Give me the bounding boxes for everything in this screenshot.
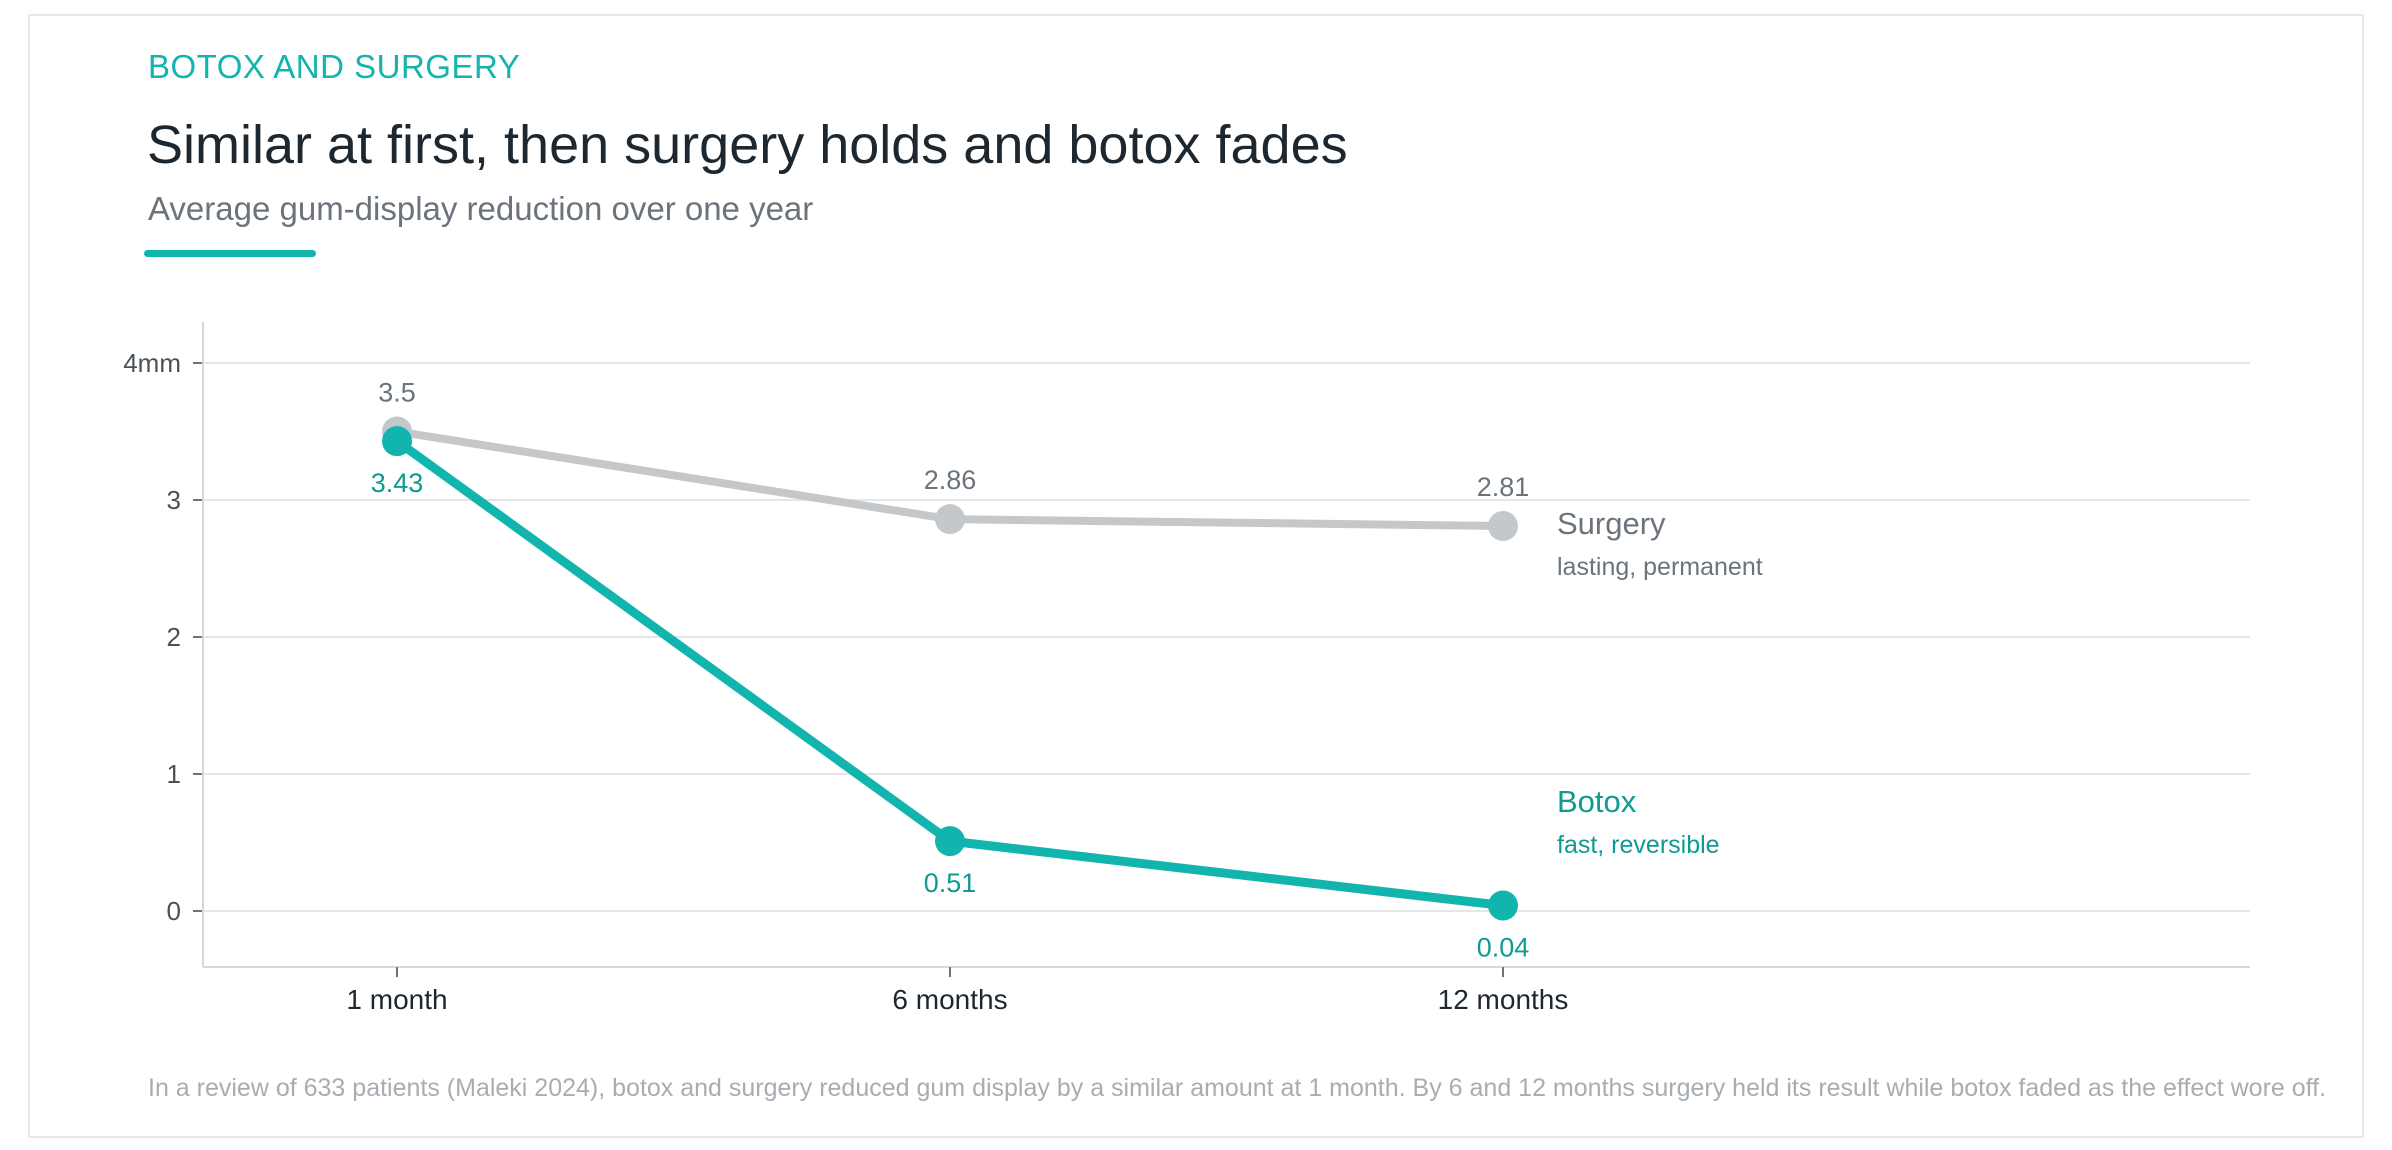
surgery-point-1 (935, 504, 965, 535)
surgery-series-name: Surgery (1557, 506, 1666, 541)
surgery-point-2 (1488, 511, 1518, 542)
y-tick-label: 1 (167, 759, 181, 789)
botox-value-label: 0.51 (924, 868, 977, 898)
botox-point-0 (382, 426, 412, 457)
x-tick-label: 6 months (892, 984, 1007, 1015)
grid-lines (203, 362, 2250, 912)
surgery-value-label: 2.81 (1477, 472, 1530, 502)
surgery-series-note: lasting, permanent (1557, 553, 1763, 581)
x-tick-label: 12 months (1438, 984, 1569, 1015)
botox-point-1 (935, 826, 965, 857)
chart-kicker: BOTOX AND SURGERY (148, 48, 521, 85)
botox-series-name: Botox (1557, 784, 1637, 819)
y-tick-label: 3 (167, 485, 181, 515)
surgery-value-label: 3.5 (378, 378, 416, 408)
data-labels: 3.5 2.86 2.81 Surgery lasting, permanent 3.43… (371, 378, 1763, 963)
chart-subtitle: Average gum-display reduction over one y… (148, 190, 814, 227)
y-tick-label: 2 (167, 622, 181, 652)
botox-point-2 (1488, 890, 1518, 921)
axes: 0 1 2 3 4mm 1 month 6 months 12 months (123, 322, 2250, 1015)
botox-value-label: 0.04 (1477, 933, 1530, 963)
series-lines (382, 416, 1518, 921)
chart-card (28, 14, 2364, 1138)
chart-title: Similar at first, then surgery holds and… (147, 115, 1348, 175)
botox-value-label: 3.43 (371, 468, 424, 498)
botox-series-note: fast, reversible (1557, 831, 1720, 859)
source-footnote: In a review of 633 patients (Maleki 2024… (148, 1074, 2327, 1102)
y-tick-label: 0 (167, 896, 181, 926)
x-tick-label: 1 month (346, 984, 447, 1015)
accent-rule (144, 250, 316, 257)
surgery-value-label: 2.86 (924, 465, 977, 495)
y-tick-label: 4mm (123, 348, 181, 378)
